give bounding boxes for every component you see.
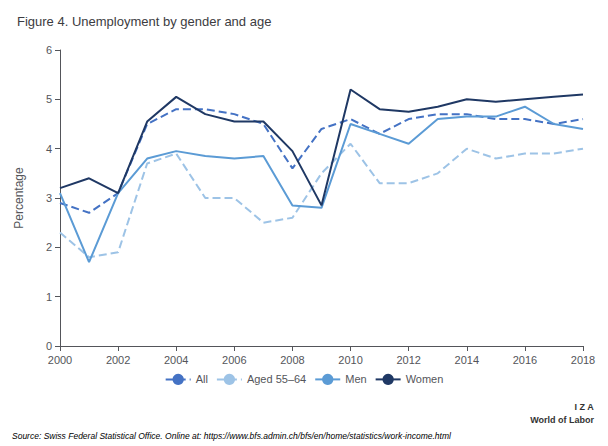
svg-text:Source: Swiss Federal Statisti: Source: Swiss Federal Statistical Office… [12,431,452,441]
svg-text:4: 4 [46,143,52,155]
svg-text:I Z A: I Z A [575,402,595,412]
svg-text:3: 3 [46,192,52,204]
svg-text:Men: Men [345,373,366,385]
svg-text:2004: 2004 [164,354,188,366]
svg-text:All: All [196,373,208,385]
svg-text:2000: 2000 [48,354,72,366]
svg-text:2008: 2008 [280,354,304,366]
svg-text:Women: Women [406,373,444,385]
svg-text:World of Labor: World of Labor [530,415,594,425]
svg-text:2010: 2010 [338,354,362,366]
svg-text:5: 5 [46,93,52,105]
svg-text:6: 6 [46,44,52,56]
svg-text:2014: 2014 [455,354,479,366]
svg-text:2016: 2016 [513,354,537,366]
svg-text:2002: 2002 [106,354,130,366]
svg-text:2: 2 [46,241,52,253]
svg-text:Figure 4. Unemployment by gend: Figure 4. Unemployment by gender and age [17,14,271,29]
svg-text:0: 0 [46,340,52,352]
svg-text:2012: 2012 [396,354,420,366]
svg-text:Aged 55–64: Aged 55–64 [247,373,306,385]
svg-text:Percentage: Percentage [12,167,26,229]
svg-text:1: 1 [46,291,52,303]
svg-text:2006: 2006 [222,354,246,366]
svg-text:2018: 2018 [571,354,595,366]
